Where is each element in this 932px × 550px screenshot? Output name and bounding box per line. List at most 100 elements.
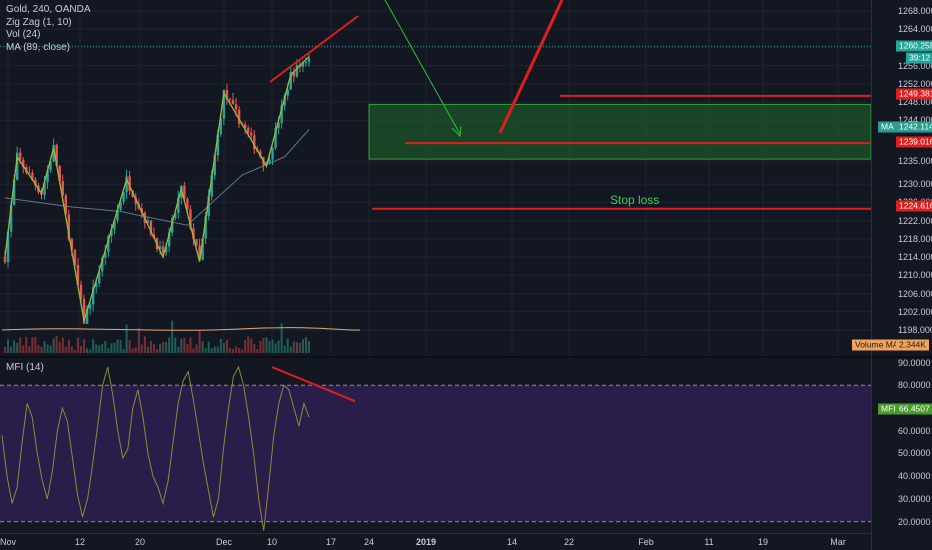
ma-value-badge: 1242.114 [896, 121, 932, 133]
candle [28, 172, 31, 174]
volume-bar [134, 347, 137, 353]
volume-bar [4, 347, 6, 353]
mfi-band-fill [0, 385, 871, 522]
time-tick-label: 2019 [415, 537, 437, 547]
volume-bar [222, 342, 225, 353]
volume-bar [7, 339, 10, 353]
candle [280, 105, 283, 123]
pane-divider[interactable] [0, 356, 932, 358]
volume-bar [76, 337, 79, 353]
candle [216, 133, 219, 156]
price-tick-label: 1230.000 [898, 179, 932, 190]
divergence-trendline [269, 15, 359, 83]
volume-bar [165, 342, 168, 353]
volume-bar [262, 337, 265, 353]
price-axis-border [871, 0, 872, 550]
volume-bar [104, 341, 107, 353]
volume-bar [137, 327, 140, 353]
volume-bar [98, 345, 101, 353]
candle [277, 122, 280, 129]
volume-bar [61, 337, 64, 353]
candle [304, 62, 308, 64]
candle [301, 62, 305, 67]
volume-bar [235, 346, 238, 353]
countdown-badge: 39:12 [906, 52, 932, 64]
legend-ma[interactable]: MA (89, close) [6, 41, 70, 53]
volume-bar [201, 341, 204, 353]
volume-bar [283, 345, 286, 353]
volume-bar [46, 344, 49, 353]
volume-bar [107, 348, 110, 353]
ma-tag: MA [878, 121, 897, 133]
mfi-tick-label: 20.0000 [898, 516, 931, 527]
time-tick-label: 19 [757, 537, 769, 547]
candle [198, 245, 201, 260]
volume-bar [308, 341, 310, 353]
candle [195, 238, 198, 246]
candle [283, 95, 286, 106]
candle [158, 246, 162, 250]
time-tick-label: Feb [638, 537, 654, 547]
projection-up-line [498, 0, 564, 134]
volume-bar [55, 336, 58, 353]
volume-bar [195, 344, 198, 353]
candle [247, 128, 250, 133]
volume-bar [238, 348, 241, 353]
volume-bar [219, 338, 222, 353]
volume-bar [198, 331, 201, 353]
candle [268, 159, 271, 164]
candle [250, 132, 253, 136]
volume-bar [241, 349, 244, 353]
candle [113, 220, 116, 230]
candle [61, 181, 64, 196]
volume-bar [289, 346, 292, 353]
candle [164, 246, 168, 253]
candle [101, 257, 104, 272]
price-tick-label: 1235.000 [898, 156, 932, 167]
candle [146, 220, 150, 223]
candle [204, 216, 207, 239]
candle [128, 176, 131, 191]
candle [210, 175, 213, 197]
candle [149, 220, 153, 235]
mfi-legend[interactable]: MFI (14) [6, 362, 44, 373]
annotation-drawings [269, 0, 871, 210]
candle [201, 238, 204, 260]
candle [292, 71, 295, 77]
time-tick-label: 17 [325, 537, 337, 547]
volume-bar [140, 344, 143, 353]
candle [70, 239, 74, 250]
volume-bar [268, 341, 271, 353]
volume-bar [210, 348, 213, 353]
volume-bar [277, 340, 280, 353]
candle [259, 151, 262, 157]
volume-bar [298, 342, 301, 353]
legend-symbol[interactable]: Gold, 240, OANDA [6, 4, 91, 15]
volume-bar [10, 346, 13, 353]
legend-zigzag[interactable]: Zig Zag (1, 10) [6, 16, 72, 28]
volume-bar [204, 348, 207, 353]
time-tick-label: 14 [506, 537, 518, 547]
volume-bar [58, 341, 61, 353]
candle [207, 196, 210, 217]
volume-bar [89, 349, 92, 353]
volume-bar [49, 345, 52, 353]
volume-bar [156, 348, 158, 353]
volume-ma-tag: Volume MA [852, 339, 902, 351]
volume-bar [259, 341, 262, 353]
candle [228, 98, 232, 100]
candle [271, 147, 274, 160]
volume-bar [159, 343, 162, 353]
price-tick-label: 1218.000 [898, 233, 932, 244]
volume-bar [207, 341, 210, 353]
volume-bar [22, 345, 25, 353]
volume-bar [225, 339, 228, 353]
volume-bar [143, 336, 146, 353]
legend-volume[interactable]: Vol (24) [6, 29, 41, 40]
price-tick-label: 1214.000 [898, 252, 932, 263]
time-tick-label: 20 [134, 537, 146, 547]
candle [52, 144, 55, 162]
candle [64, 195, 67, 215]
price-tick-label: 1256.000 [898, 60, 932, 71]
